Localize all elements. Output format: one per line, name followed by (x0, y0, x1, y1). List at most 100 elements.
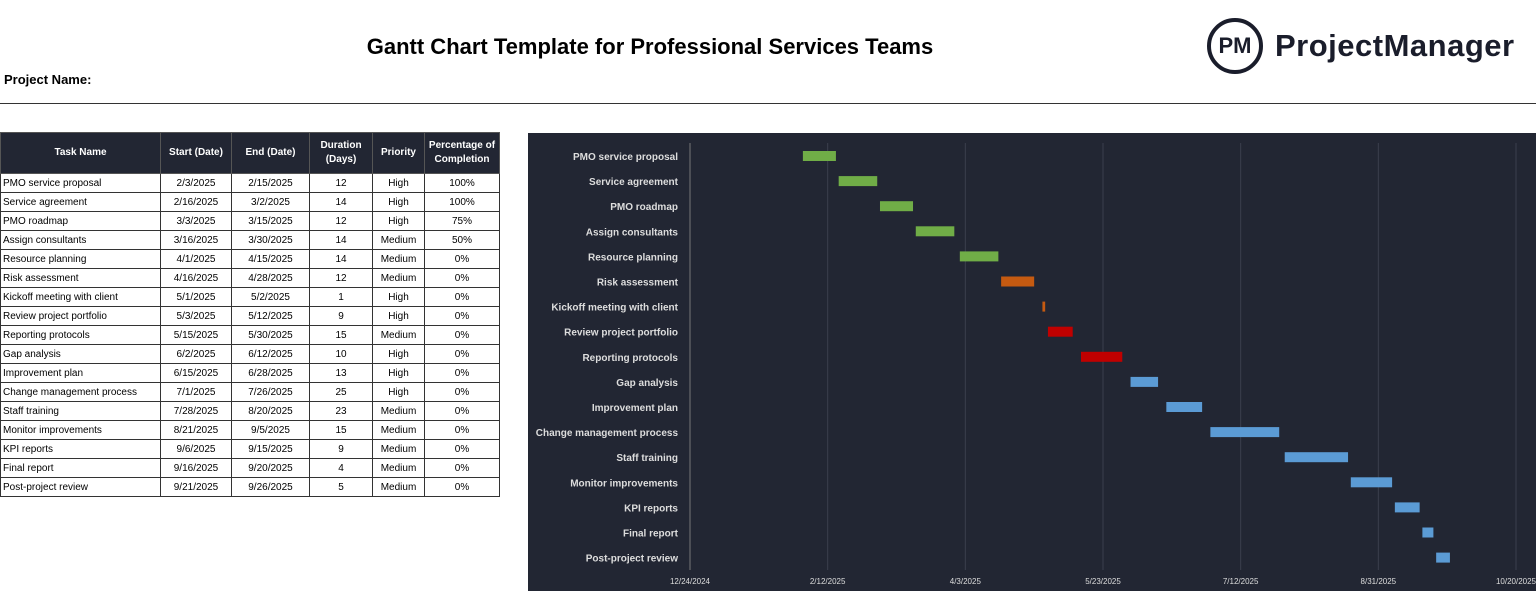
table-cell[interactable]: Review project portfolio (0, 306, 161, 326)
table-cell[interactable]: Staff training (0, 401, 161, 421)
table-cell[interactable]: Medium (372, 420, 425, 440)
table-cell[interactable]: Post-project review (0, 477, 161, 497)
table-cell[interactable]: Resource planning (0, 249, 161, 269)
table-cell[interactable]: 9 (309, 306, 373, 326)
table-cell[interactable]: High (372, 287, 425, 307)
table-cell[interactable]: 23 (309, 401, 373, 421)
table-cell[interactable]: 0% (424, 344, 500, 364)
table-cell[interactable]: 100% (424, 192, 500, 212)
table-cell[interactable]: 0% (424, 249, 500, 269)
table-cell[interactable]: 15 (309, 325, 373, 345)
table-cell[interactable]: 0% (424, 325, 500, 345)
task-bar[interactable] (1422, 527, 1434, 538)
table-cell[interactable]: 3/15/2025 (231, 211, 310, 231)
table-cell[interactable]: 3/16/2025 (160, 230, 232, 250)
table-cell[interactable]: 4/16/2025 (160, 268, 232, 288)
table-cell[interactable]: 5 (309, 477, 373, 497)
table-cell[interactable]: KPI reports (0, 439, 161, 459)
table-cell[interactable]: 2/3/2025 (160, 173, 232, 193)
task-bar[interactable] (959, 251, 999, 262)
table-cell[interactable]: 0% (424, 477, 500, 497)
task-bar[interactable] (1080, 351, 1123, 362)
task-bar[interactable] (1042, 301, 1046, 312)
table-cell[interactable]: 8/21/2025 (160, 420, 232, 440)
table-cell[interactable]: 6/12/2025 (231, 344, 310, 364)
table-cell[interactable]: Service agreement (0, 192, 161, 212)
table-cell[interactable]: Medium (372, 401, 425, 421)
table-cell[interactable]: 13 (309, 363, 373, 383)
table-cell[interactable]: High (372, 211, 425, 231)
task-bar[interactable] (838, 176, 878, 187)
table-cell[interactable]: Medium (372, 249, 425, 269)
table-cell[interactable]: 7/1/2025 (160, 382, 232, 402)
table-cell[interactable]: Risk assessment (0, 268, 161, 288)
table-cell[interactable]: 9/15/2025 (231, 439, 310, 459)
table-cell[interactable]: 14 (309, 192, 373, 212)
task-bar[interactable] (1001, 276, 1035, 287)
task-bar[interactable] (1284, 452, 1349, 463)
table-cell[interactable]: 3/3/2025 (160, 211, 232, 231)
table-cell[interactable]: High (372, 363, 425, 383)
table-cell[interactable]: 9/5/2025 (231, 420, 310, 440)
task-bar[interactable] (1210, 427, 1280, 438)
table-cell[interactable]: High (372, 306, 425, 326)
table-cell[interactable]: High (372, 344, 425, 364)
table-cell[interactable]: Kickoff meeting with client (0, 287, 161, 307)
table-cell[interactable]: 0% (424, 458, 500, 478)
table-cell[interactable]: 9/16/2025 (160, 458, 232, 478)
table-cell[interactable]: 14 (309, 249, 373, 269)
table-cell[interactable]: 8/20/2025 (231, 401, 310, 421)
table-cell[interactable]: 7/26/2025 (231, 382, 310, 402)
table-cell[interactable]: 12 (309, 173, 373, 193)
task-bar[interactable] (1130, 376, 1159, 387)
table-cell[interactable]: Medium (372, 458, 425, 478)
task-bar[interactable] (1350, 477, 1393, 488)
table-cell[interactable]: Monitor improvements (0, 420, 161, 440)
table-cell[interactable]: 5/15/2025 (160, 325, 232, 345)
table-cell[interactable]: 0% (424, 268, 500, 288)
table-cell[interactable]: 15 (309, 420, 373, 440)
table-cell[interactable]: Final report (0, 458, 161, 478)
table-cell[interactable]: 10 (309, 344, 373, 364)
table-cell[interactable]: 0% (424, 363, 500, 383)
table-cell[interactable]: 0% (424, 306, 500, 326)
table-cell[interactable]: 3/2/2025 (231, 192, 310, 212)
table-cell[interactable]: 5/2/2025 (231, 287, 310, 307)
table-cell[interactable]: 75% (424, 211, 500, 231)
table-cell[interactable]: Medium (372, 268, 425, 288)
table-cell[interactable]: 1 (309, 287, 373, 307)
task-bar[interactable] (1394, 502, 1420, 513)
table-cell[interactable]: 50% (424, 230, 500, 250)
table-cell[interactable]: Reporting protocols (0, 325, 161, 345)
table-cell[interactable]: Improvement plan (0, 363, 161, 383)
table-cell[interactable]: 9/20/2025 (231, 458, 310, 478)
table-cell[interactable]: Medium (372, 477, 425, 497)
table-cell[interactable]: 100% (424, 173, 500, 193)
table-cell[interactable]: 2/16/2025 (160, 192, 232, 212)
table-cell[interactable]: 12 (309, 268, 373, 288)
table-cell[interactable]: 3/30/2025 (231, 230, 310, 250)
table-cell[interactable]: 4/15/2025 (231, 249, 310, 269)
task-bar[interactable] (879, 201, 914, 212)
table-cell[interactable]: High (372, 382, 425, 402)
table-cell[interactable]: 5/12/2025 (231, 306, 310, 326)
table-cell[interactable]: 4/28/2025 (231, 268, 310, 288)
table-cell[interactable]: 0% (424, 439, 500, 459)
table-cell[interactable]: Medium (372, 325, 425, 345)
table-cell[interactable]: 0% (424, 382, 500, 402)
task-bar[interactable] (802, 151, 836, 161)
table-cell[interactable]: 7/28/2025 (160, 401, 232, 421)
table-cell[interactable]: 5/30/2025 (231, 325, 310, 345)
table-cell[interactable]: 25 (309, 382, 373, 402)
table-cell[interactable]: 9 (309, 439, 373, 459)
table-cell[interactable]: PMO roadmap (0, 211, 161, 231)
table-cell[interactable]: 9/21/2025 (160, 477, 232, 497)
table-cell[interactable]: 14 (309, 230, 373, 250)
table-cell[interactable]: 4 (309, 458, 373, 478)
table-cell[interactable]: High (372, 192, 425, 212)
table-cell[interactable]: 0% (424, 287, 500, 307)
table-cell[interactable]: High (372, 173, 425, 193)
table-cell[interactable]: 5/3/2025 (160, 306, 232, 326)
task-bar[interactable] (915, 226, 955, 237)
task-bar[interactable] (1166, 402, 1203, 412)
